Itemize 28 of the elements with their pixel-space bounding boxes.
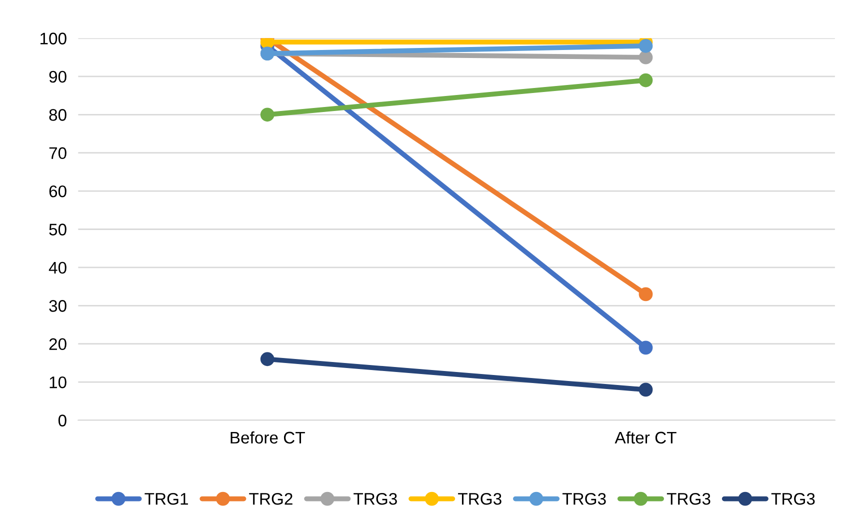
point bbox=[638, 287, 653, 302]
y-tick-label: 60 bbox=[49, 185, 66, 198]
point bbox=[638, 73, 653, 88]
y-tick-label: 70 bbox=[49, 147, 66, 160]
y-tick-label: 90 bbox=[49, 70, 66, 83]
y-tick-label: 50 bbox=[49, 224, 66, 236]
point bbox=[638, 38, 653, 53]
point bbox=[638, 340, 653, 355]
point bbox=[260, 352, 274, 366]
x-tick-label: After CT bbox=[614, 431, 676, 444]
point bbox=[638, 382, 653, 397]
y-tick-label: 20 bbox=[49, 338, 66, 350]
legend-label: TRG3 bbox=[562, 492, 606, 505]
legend-label: TRG1 bbox=[144, 492, 188, 505]
y-tick-label: 0 bbox=[58, 414, 66, 426]
legend-label: TRG2 bbox=[249, 492, 292, 505]
legend-label: TRG3 bbox=[458, 492, 502, 505]
legend-label: TRG3 bbox=[771, 492, 815, 505]
point bbox=[638, 50, 653, 64]
y-tick-label: 40 bbox=[48, 262, 66, 274]
y-tick-label: 10 bbox=[50, 376, 66, 388]
point bbox=[260, 108, 274, 122]
y-tick-label: 100 bbox=[40, 32, 66, 44]
x-tick-label: Before CT bbox=[230, 431, 305, 444]
legend-label: TRG3 bbox=[354, 492, 397, 505]
y-tick-label: 80 bbox=[49, 109, 66, 121]
y-tick-label: 30 bbox=[49, 300, 66, 312]
legend-label: TRG3 bbox=[666, 492, 710, 505]
